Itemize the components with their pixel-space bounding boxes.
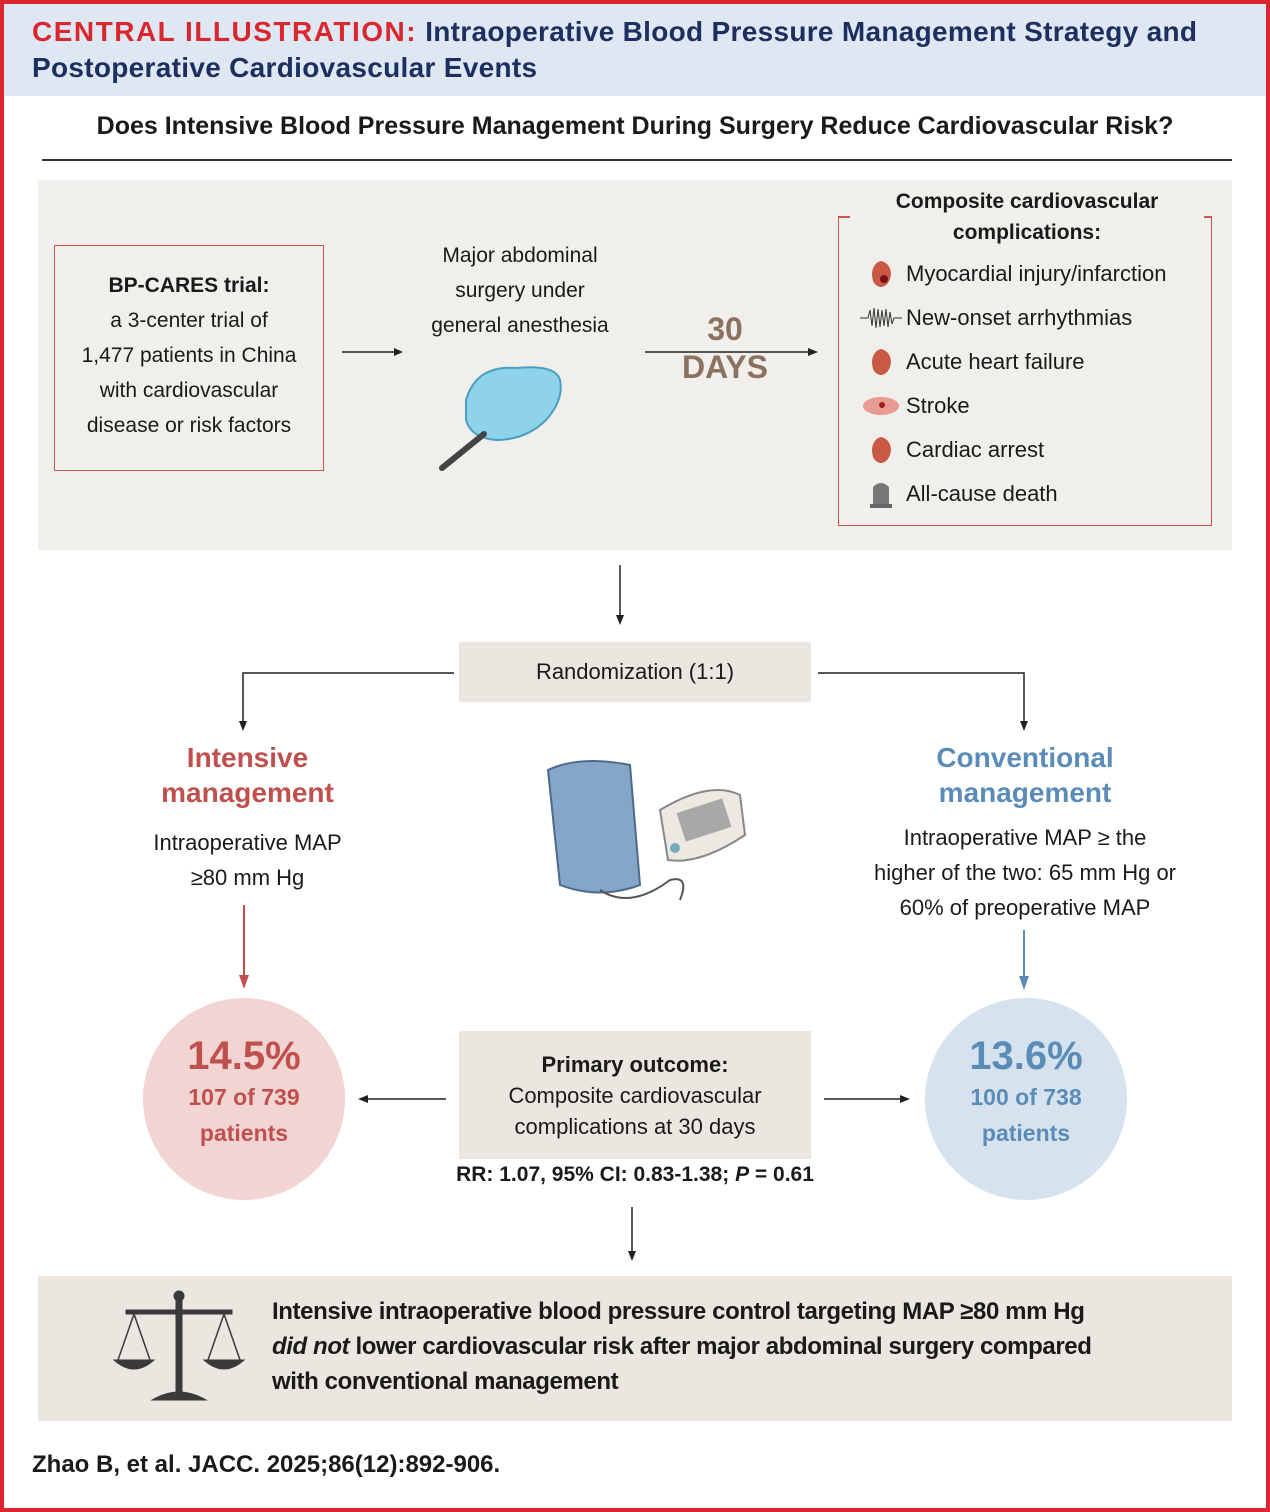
- complication-label: All-cause death: [906, 481, 1058, 506]
- question-heading: Does Intensive Blood Pressure Management…: [96, 112, 1174, 140]
- arm-desc-line: Intraoperative MAP ≥ the: [903, 825, 1147, 850]
- complication-label: Stroke: [906, 393, 970, 418]
- trial-line: a 3-center trial of: [110, 309, 268, 332]
- arm-desc-line: 60% of preoperative MAP: [899, 895, 1151, 920]
- box-border: [838, 216, 850, 218]
- primary-line: Composite cardiovascular: [508, 1083, 762, 1108]
- conclusion-line: lower cardiovascular risk after major ab…: [349, 1333, 1092, 1360]
- primary-line: complications at 30 days: [514, 1114, 756, 1139]
- arm-desc-line: higher of the two: 65 mm Hg or: [873, 860, 1177, 885]
- result-count: 100 of 738: [970, 1084, 1082, 1110]
- trial-box: BP-CARES trial: a 3-center trial of 1,47…: [54, 245, 324, 471]
- complication-item: Cardiac arrest: [860, 430, 1044, 470]
- conclusion-text: Intensive intraoperative blood pressure …: [272, 1294, 1227, 1399]
- arm-title-line: Conventional: [936, 742, 1114, 773]
- result-count: 107 of 739: [188, 1084, 300, 1110]
- days-number: 30: [707, 311, 743, 347]
- conventional-arm-title: Conventional management: [870, 740, 1180, 810]
- arrow-left-icon: [358, 1095, 446, 1103]
- gloved-hand-scalpel-icon: [439, 366, 562, 471]
- result-unit: patients: [981, 1120, 1071, 1146]
- intensive-result-circle: 14.5% 107 of 739 patients: [143, 998, 345, 1200]
- complication-item: Myocardial injury/infarction: [860, 254, 1166, 294]
- divider: [42, 159, 1232, 161]
- statistics-text: RR: 1.07, 95% CI: 0.83-1.38; P = 0.61: [380, 1163, 890, 1187]
- surgery-line: general anesthesia: [431, 314, 609, 337]
- title-label: CENTRAL ILLUSTRATION:: [32, 16, 418, 47]
- surgery-description: Major abdominal surgery under general an…: [400, 238, 640, 343]
- scales-icon: [112, 1290, 246, 1401]
- brain-icon: [860, 394, 902, 418]
- randomization-box: Randomization (1:1): [459, 642, 811, 702]
- complication-label: Cardiac arrest: [906, 437, 1045, 462]
- surgery-line: surgery under: [455, 279, 585, 302]
- complication-item: Acute heart failure: [860, 342, 1085, 382]
- days-unit: DAYS: [682, 349, 768, 385]
- arm-desc-line: Intraoperative MAP: [153, 830, 342, 855]
- complication-label: Myocardial injury/infarction: [906, 261, 1167, 286]
- blood-pressure-monitor-icon: [546, 760, 747, 901]
- arrow-down-icon: [239, 905, 249, 989]
- result-percent: 14.5%: [187, 1034, 301, 1078]
- illustration-title: CENTRAL ILLUSTRATION: Intraoperative Blo…: [32, 14, 1252, 86]
- arrow-down-icon: [628, 1207, 636, 1261]
- composite-title: Composite cardiovascular complications:: [850, 186, 1204, 248]
- conclusion-line: Intensive intraoperative blood pressure …: [272, 1298, 1085, 1325]
- conclusion-line: with conventional management: [272, 1368, 619, 1395]
- citation: Zhao B, et al. JACC. 2025;86(12):892-906…: [32, 1451, 501, 1478]
- conventional-arm-description: Intraoperative MAP ≥ the higher of the tw…: [840, 820, 1210, 925]
- heart-icon: [860, 257, 902, 291]
- arm-title-line: management: [938, 777, 1112, 808]
- primary-outcome-box: Primary outcome: Composite cardiovascula…: [459, 1031, 811, 1159]
- arm-title-line: management: [161, 777, 334, 808]
- followup-duration: 30 DAYS: [650, 310, 800, 386]
- arrow-down-icon: [1019, 930, 1029, 990]
- arrow-down-icon: [616, 565, 624, 625]
- complication-label: Acute heart failure: [906, 349, 1085, 374]
- arm-desc-line: ≥80 mm Hg: [190, 865, 305, 890]
- trial-title: BP-CARES trial:: [108, 274, 270, 297]
- heart-icon: [860, 433, 902, 467]
- arrow-right-icon: [645, 348, 818, 356]
- conclusion-panel: [38, 1276, 1232, 1421]
- complication-item: New-onset arrhythmias: [860, 298, 1132, 338]
- trial-line: disease or risk factors: [86, 414, 292, 437]
- p-label: P: [735, 1163, 750, 1186]
- box-border: [1204, 216, 1212, 218]
- surgery-line: Major abdominal: [442, 244, 598, 267]
- randomization-arrows: [239, 672, 1028, 731]
- intensive-arm-description: Intraoperative MAP ≥80 mm Hg: [100, 825, 395, 895]
- arrow-right-icon: [824, 1095, 910, 1103]
- complication-item: Stroke: [860, 386, 970, 426]
- complication-label: New-onset arrhythmias: [906, 305, 1133, 330]
- intensive-arm-title: Intensive management: [100, 740, 395, 810]
- p-value: = 0.61: [749, 1163, 814, 1186]
- rr-ci: RR: 1.07, 95% CI: 0.83-1.38;: [456, 1163, 736, 1186]
- result-percent: 13.6%: [969, 1034, 1083, 1078]
- title-text: Intraoperative Blood Pressure Management…: [32, 16, 1198, 83]
- trial-line: 1,477 patients in China: [81, 344, 297, 367]
- conclusion-emphasis: did not: [272, 1333, 350, 1360]
- arm-title-line: Intensive: [186, 742, 309, 773]
- composite-box: [838, 216, 1212, 526]
- heart-icon: [860, 345, 902, 379]
- trial-line: with cardiovascular: [99, 379, 279, 402]
- arrow-right-icon: [342, 348, 403, 356]
- tombstone-icon: [860, 479, 902, 509]
- ecg-icon: [860, 306, 902, 330]
- primary-title: Primary outcome:: [541, 1052, 729, 1077]
- complication-item: All-cause death: [860, 474, 1058, 514]
- conventional-result-circle: 13.6% 100 of 738 patients: [925, 998, 1127, 1200]
- header-band: [4, 4, 1266, 96]
- result-unit: patients: [199, 1120, 289, 1146]
